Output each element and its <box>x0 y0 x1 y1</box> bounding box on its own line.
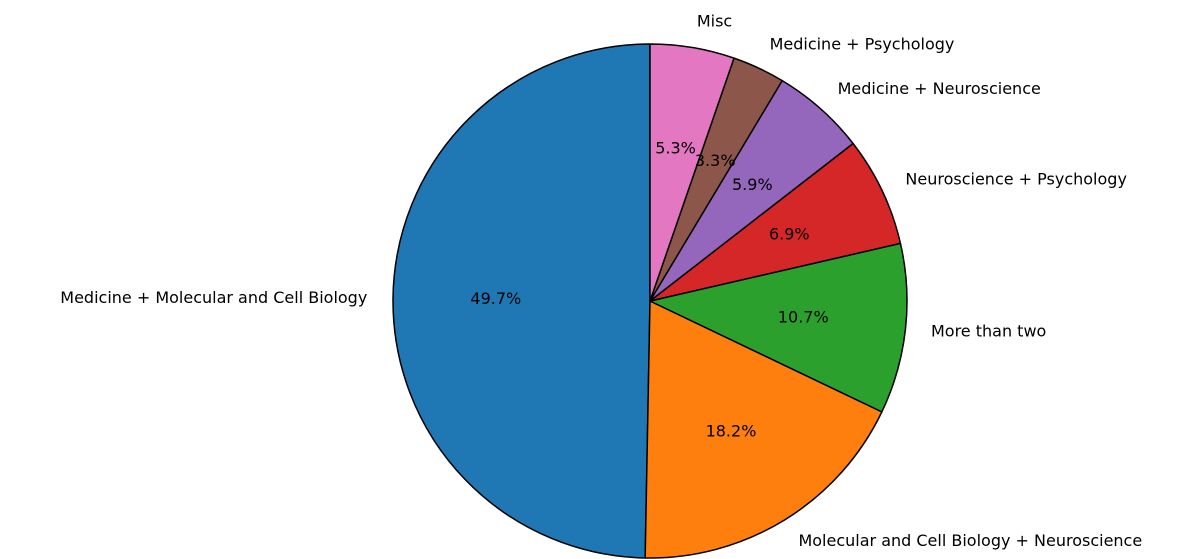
value-label: 5.3% <box>655 138 696 157</box>
value-label: 49.7% <box>470 289 521 308</box>
slice-label: Neuroscience + Psychology <box>905 169 1127 188</box>
pie-slice <box>649 242 908 413</box>
pie-slice <box>644 300 883 559</box>
slice-label: Misc <box>697 12 732 31</box>
slice-label: Medicine + Molecular and Cell Biology <box>60 288 367 307</box>
value-label: 3.3% <box>695 151 736 170</box>
value-label: 10.7% <box>778 307 829 326</box>
value-label: 5.9% <box>732 175 773 194</box>
value-label: 18.2% <box>706 422 757 441</box>
slice-label: Medicine + Psychology <box>770 34 955 53</box>
pie-slice <box>649 142 902 302</box>
slice-label: More than two <box>931 322 1046 341</box>
slice-label: Molecular and Cell Biology + Neuroscienc… <box>798 531 1142 550</box>
slice-label: Medicine + Neuroscience <box>838 79 1041 98</box>
value-label: 6.9% <box>769 224 810 243</box>
pie-slice <box>392 43 651 559</box>
pie-slice <box>649 43 735 302</box>
